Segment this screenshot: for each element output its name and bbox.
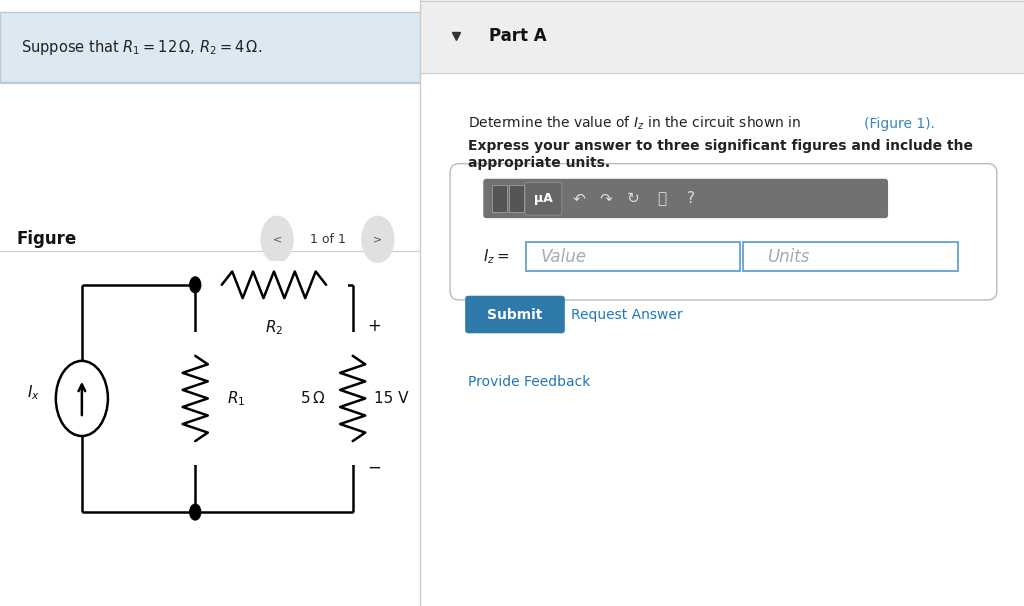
Text: Part A: Part A [489,27,547,45]
Text: ⎙: ⎙ [657,191,666,205]
Text: $I_x$: $I_x$ [28,383,40,402]
Text: (Figure 1).: (Figure 1). [864,116,935,131]
Text: μA: μA [534,192,553,205]
Circle shape [261,216,293,262]
FancyBboxPatch shape [200,261,348,309]
Text: Suppose that $R_1 = 12\,\Omega$, $R_2 = 4\,\Omega$.: Suppose that $R_1 = 12\,\Omega$, $R_2 = … [20,38,262,57]
FancyBboxPatch shape [174,331,216,465]
FancyBboxPatch shape [525,182,562,215]
Text: Express your answer to three significant figures and include the appropriate uni: Express your answer to three significant… [468,139,973,170]
Text: >: > [373,235,383,244]
FancyBboxPatch shape [332,331,374,465]
Text: <: < [272,235,282,244]
FancyBboxPatch shape [509,185,524,212]
Text: Request Answer: Request Answer [571,307,683,322]
FancyBboxPatch shape [0,12,420,82]
Circle shape [189,504,201,520]
Text: Submit: Submit [487,307,543,322]
Text: ?: ? [686,191,694,205]
FancyBboxPatch shape [493,185,508,212]
Text: ↻: ↻ [627,191,639,205]
FancyBboxPatch shape [525,242,740,271]
Text: $R_1$: $R_1$ [226,389,245,408]
Text: 1 of 1: 1 of 1 [309,233,345,246]
Text: Value: Value [541,248,587,266]
Text: Determine the value of $I_z$ in the circuit shown in: Determine the value of $I_z$ in the circ… [468,115,803,132]
Text: Units: Units [767,248,810,266]
Text: $5\,\Omega$: $5\,\Omega$ [300,390,326,407]
Text: −: − [368,459,381,477]
Text: $I_z =$: $I_z =$ [483,248,510,266]
Circle shape [361,216,394,262]
Text: 15 V: 15 V [374,391,409,406]
Text: $R_2$: $R_2$ [265,318,283,337]
Text: Figure: Figure [16,230,77,248]
FancyBboxPatch shape [743,242,957,271]
FancyBboxPatch shape [465,296,565,333]
Text: ↶: ↶ [572,191,585,205]
FancyBboxPatch shape [483,179,888,218]
FancyBboxPatch shape [420,0,1024,73]
Text: ↷: ↷ [599,191,612,205]
FancyBboxPatch shape [451,164,996,300]
Circle shape [189,277,201,293]
Text: Provide Feedback: Provide Feedback [468,375,591,389]
Text: +: + [368,317,381,335]
